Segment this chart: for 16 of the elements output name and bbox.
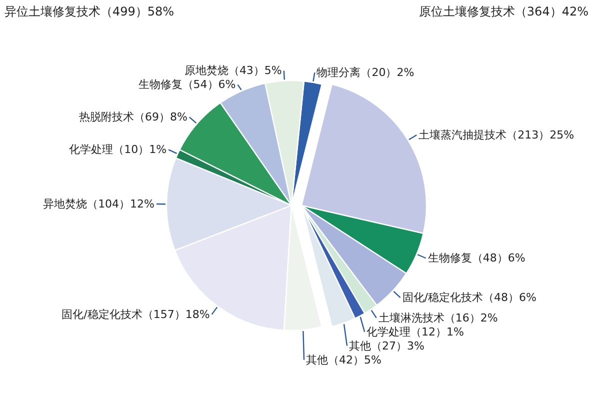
slice-label: 热脱附技术（69）8% (78, 110, 188, 124)
slice-label: 异地焚烧（104）12% (43, 198, 155, 211)
slice-label: 其他（27）3% (349, 339, 424, 352)
slice-label: 化学处理（10）1% (69, 143, 167, 156)
text: 原位土壤修复技术（364）42% (418, 4, 588, 18)
slice-label: 生物修复（54）6% (138, 78, 236, 92)
slice-label: 土壤淋洗技术（16）2% (378, 311, 498, 324)
slice-label: 物理分离（20）2% (316, 66, 414, 80)
slice-label: 固化/稳定化技术（157）18% (62, 308, 210, 321)
slice-label: 其他（42）5% (306, 353, 382, 366)
slice-label: 固化/稳定化技术（48）6% (402, 291, 536, 304)
slice-label: 原地焚烧（43）5% (184, 64, 282, 78)
slice-label: 生物修复（48）6% (428, 252, 526, 265)
text: 异位土壤修复技术（499）58% (4, 4, 174, 18)
slice-label: 化学处理（12）1% (366, 325, 464, 338)
slice-label: 土壤蒸汽抽提技术（213）25% (418, 128, 574, 142)
